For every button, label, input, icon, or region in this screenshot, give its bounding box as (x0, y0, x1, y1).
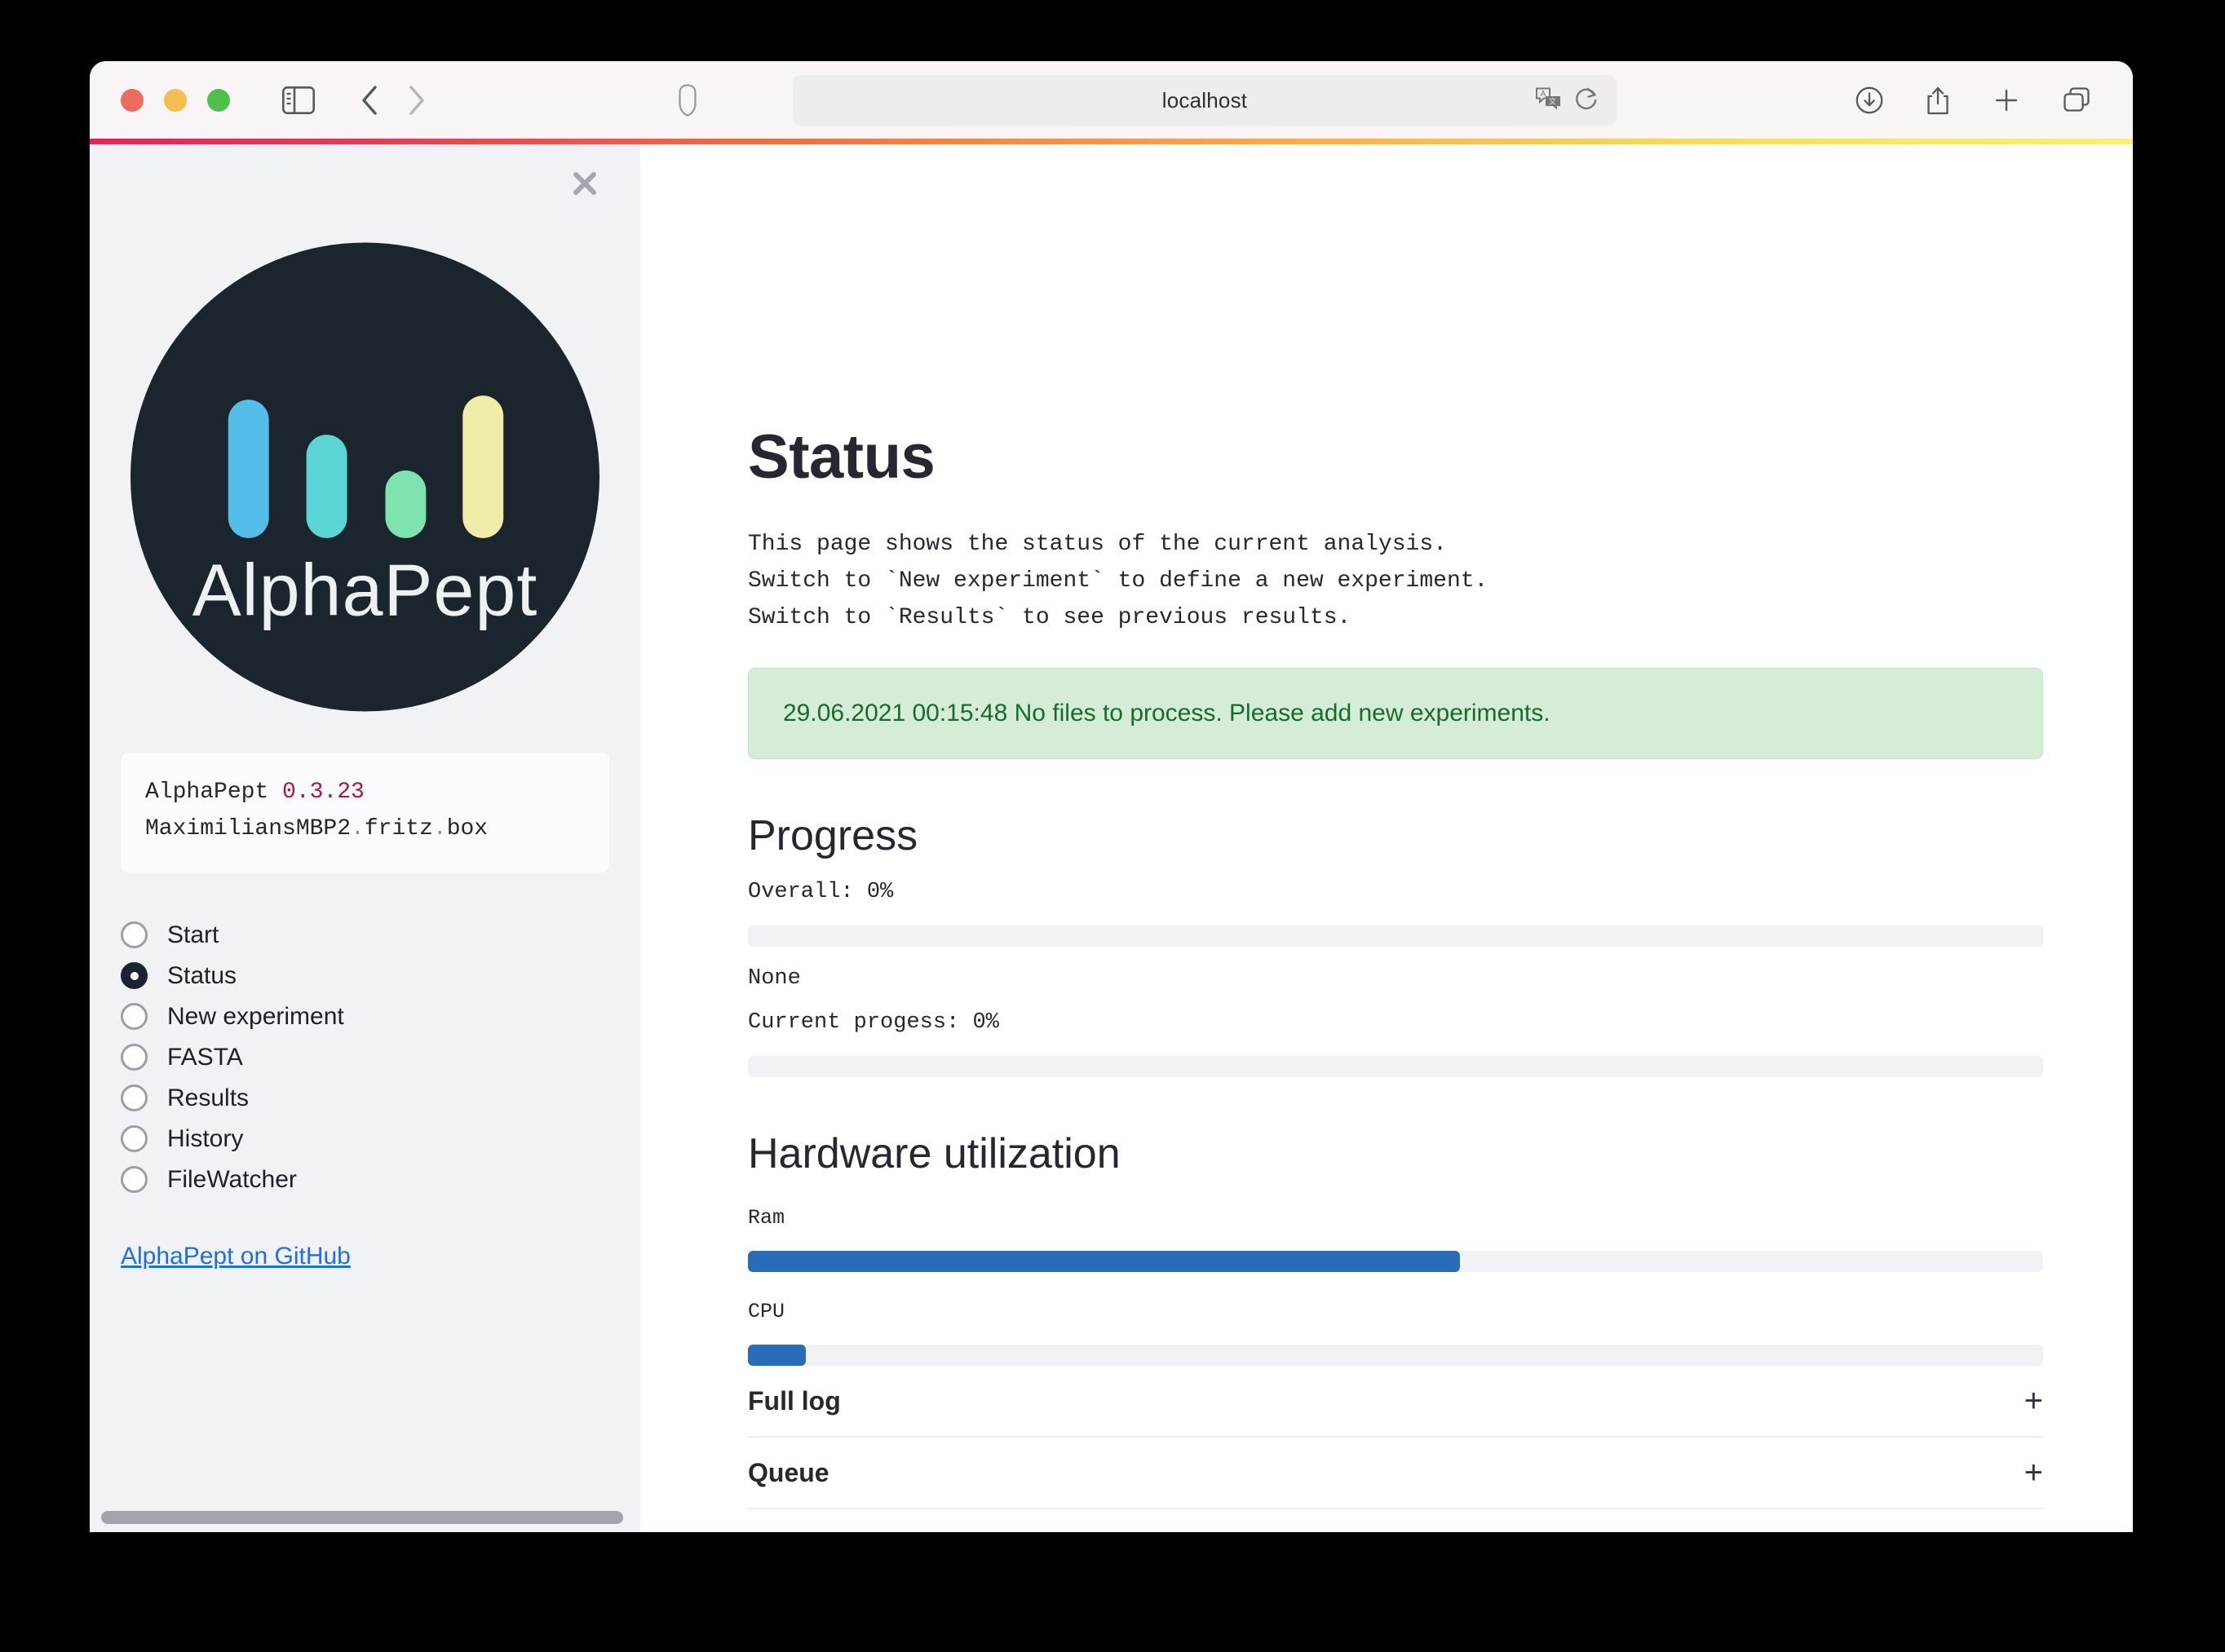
address-bar-actions: A 文 (1535, 75, 1599, 126)
overall-progress-label: Overall: 0% (748, 880, 894, 904)
sidebar-item-label: FASTA (167, 1043, 243, 1071)
page-title: Status (748, 422, 936, 492)
overall-progress-bar (748, 925, 2043, 947)
status-alert-text: 29.06.2021 00:15:48 No files to process.… (783, 700, 1550, 727)
close-window-button[interactable] (121, 88, 144, 112)
cpu-utilization-bar (748, 1345, 2043, 1366)
hostname-line: MaximiliansMBP2.fritz.box (145, 811, 585, 847)
sidebar-item-label: New experiment (167, 1002, 344, 1030)
downloads-icon[interactable] (1856, 86, 1883, 114)
plus-icon[interactable]: + (2024, 1455, 2043, 1491)
current-task-name: None (748, 966, 801, 991)
reload-icon[interactable] (1574, 86, 1599, 115)
sidebar-item-results[interactable]: Results (121, 1078, 609, 1119)
app-version-box: AlphaPept 0.3.23 MaximiliansMBP2.fritz.b… (121, 753, 609, 872)
app-page: AlphaPept AlphaPept 0.3.23 MaximiliansMB… (90, 144, 2133, 1532)
radio-icon[interactable] (121, 1166, 148, 1194)
browser-window: localhost A 文 (90, 61, 2133, 1532)
description-line-2: Switch to `New experiment` to define a n… (748, 568, 1488, 594)
streamlit-accent-bar (90, 139, 2133, 144)
github-link[interactable]: AlphaPept on GitHub (121, 1242, 351, 1270)
plus-icon[interactable]: + (2024, 1383, 2043, 1419)
sidebar-item-history[interactable]: History (121, 1119, 609, 1159)
cpu-utilization-fill (748, 1345, 807, 1366)
radio-icon[interactable] (121, 921, 148, 949)
share-icon[interactable] (1926, 85, 1950, 116)
expander-full-log[interactable]: Full log + (748, 1366, 2043, 1438)
nav-back-icon[interactable] (361, 85, 378, 116)
ram-label: Ram (748, 1206, 785, 1230)
logo-svg: AlphaPept (130, 242, 600, 712)
expander-label: Queue (748, 1457, 829, 1487)
sidebar-item-start[interactable]: Start (121, 915, 609, 956)
sidebar-item-label: History (167, 1124, 244, 1152)
app-sidebar: AlphaPept AlphaPept 0.3.23 MaximiliansMB… (90, 144, 640, 1532)
sidebar-nav: Start Status New experiment FASTA Result… (121, 915, 609, 1200)
toolbar-right-actions (1856, 61, 2090, 139)
close-icon[interactable] (568, 167, 601, 200)
radio-icon[interactable] (121, 1084, 148, 1112)
ram-utilization-fill (748, 1251, 1461, 1272)
sidebar-item-label: Status (167, 961, 237, 989)
privacy-shield-icon[interactable] (679, 83, 697, 117)
description-line-1: This page shows the status of the curren… (748, 532, 1447, 557)
sidebar-item-label: Results (167, 1084, 250, 1111)
hostname-dot-1: . (351, 816, 365, 842)
radio-icon[interactable] (121, 1003, 148, 1031)
hostname-part-3: box (446, 816, 489, 842)
minimize-window-button[interactable] (164, 88, 187, 112)
version-line: AlphaPept 0.3.23 (145, 774, 585, 811)
window-traffic-lights (121, 88, 230, 112)
maximize-window-button[interactable] (207, 88, 230, 112)
address-bar[interactable]: localhost A 文 (793, 75, 1617, 126)
app-name: AlphaPept (145, 780, 269, 805)
svg-text:A: A (1541, 90, 1546, 99)
current-progress-bar (748, 1056, 2043, 1077)
sidebar-toggle-icon[interactable] (282, 86, 315, 114)
address-bar-url: localhost (1161, 87, 1248, 113)
current-progress-label: Current progess: 0% (748, 1010, 999, 1035)
radio-icon[interactable] (121, 962, 148, 990)
hardware-heading: Hardware utilization (748, 1130, 1121, 1177)
app-version: 0.3.23 (282, 780, 365, 805)
sidebar-item-fasta[interactable]: FASTA (121, 1037, 609, 1078)
hostname-dot-2: . (432, 816, 447, 842)
page-description: This page shows the status of the curren… (748, 532, 2043, 630)
status-alert: 29.06.2021 00:15:48 No files to process.… (748, 668, 2043, 759)
hostname-main: MaximiliansMBP2 (145, 816, 352, 842)
sidebar-item-new-experiment[interactable]: New experiment (121, 996, 609, 1037)
radio-icon[interactable] (121, 1044, 148, 1071)
alphapept-logo: AlphaPept (121, 144, 609, 722)
progress-heading: Progress (748, 812, 918, 859)
main-content: Status This page shows the status of the… (640, 144, 2133, 1532)
translate-icon[interactable]: A 文 (1535, 86, 1563, 116)
cpu-label: CPU (748, 1300, 785, 1323)
tab-overview-icon[interactable] (2063, 86, 2090, 114)
sidebar-item-status[interactable]: Status (121, 956, 609, 996)
hostname-part-2: fritz (364, 816, 433, 842)
svg-text:文: 文 (1549, 96, 1556, 105)
sidebar-item-filewatcher[interactable]: FileWatcher (121, 1159, 609, 1200)
browser-toolbar: localhost A 文 (90, 61, 2133, 139)
new-tab-icon[interactable] (1993, 86, 2020, 114)
radio-icon[interactable] (121, 1125, 148, 1153)
ram-utilization-bar (748, 1251, 2043, 1272)
expander-label: Full log (748, 1385, 841, 1416)
svg-text:AlphaPept: AlphaPept (192, 550, 538, 632)
description-line-3: Switch to `Results` to see previous resu… (748, 605, 1351, 630)
nav-forward-icon[interactable] (408, 85, 426, 116)
sidebar-item-label: FileWatcher (167, 1165, 297, 1193)
expander-queue[interactable]: Queue + (748, 1438, 2043, 1509)
sidebar-horizontal-scrollbar[interactable] (101, 1511, 623, 1524)
sidebar-item-label: Start (167, 921, 219, 948)
